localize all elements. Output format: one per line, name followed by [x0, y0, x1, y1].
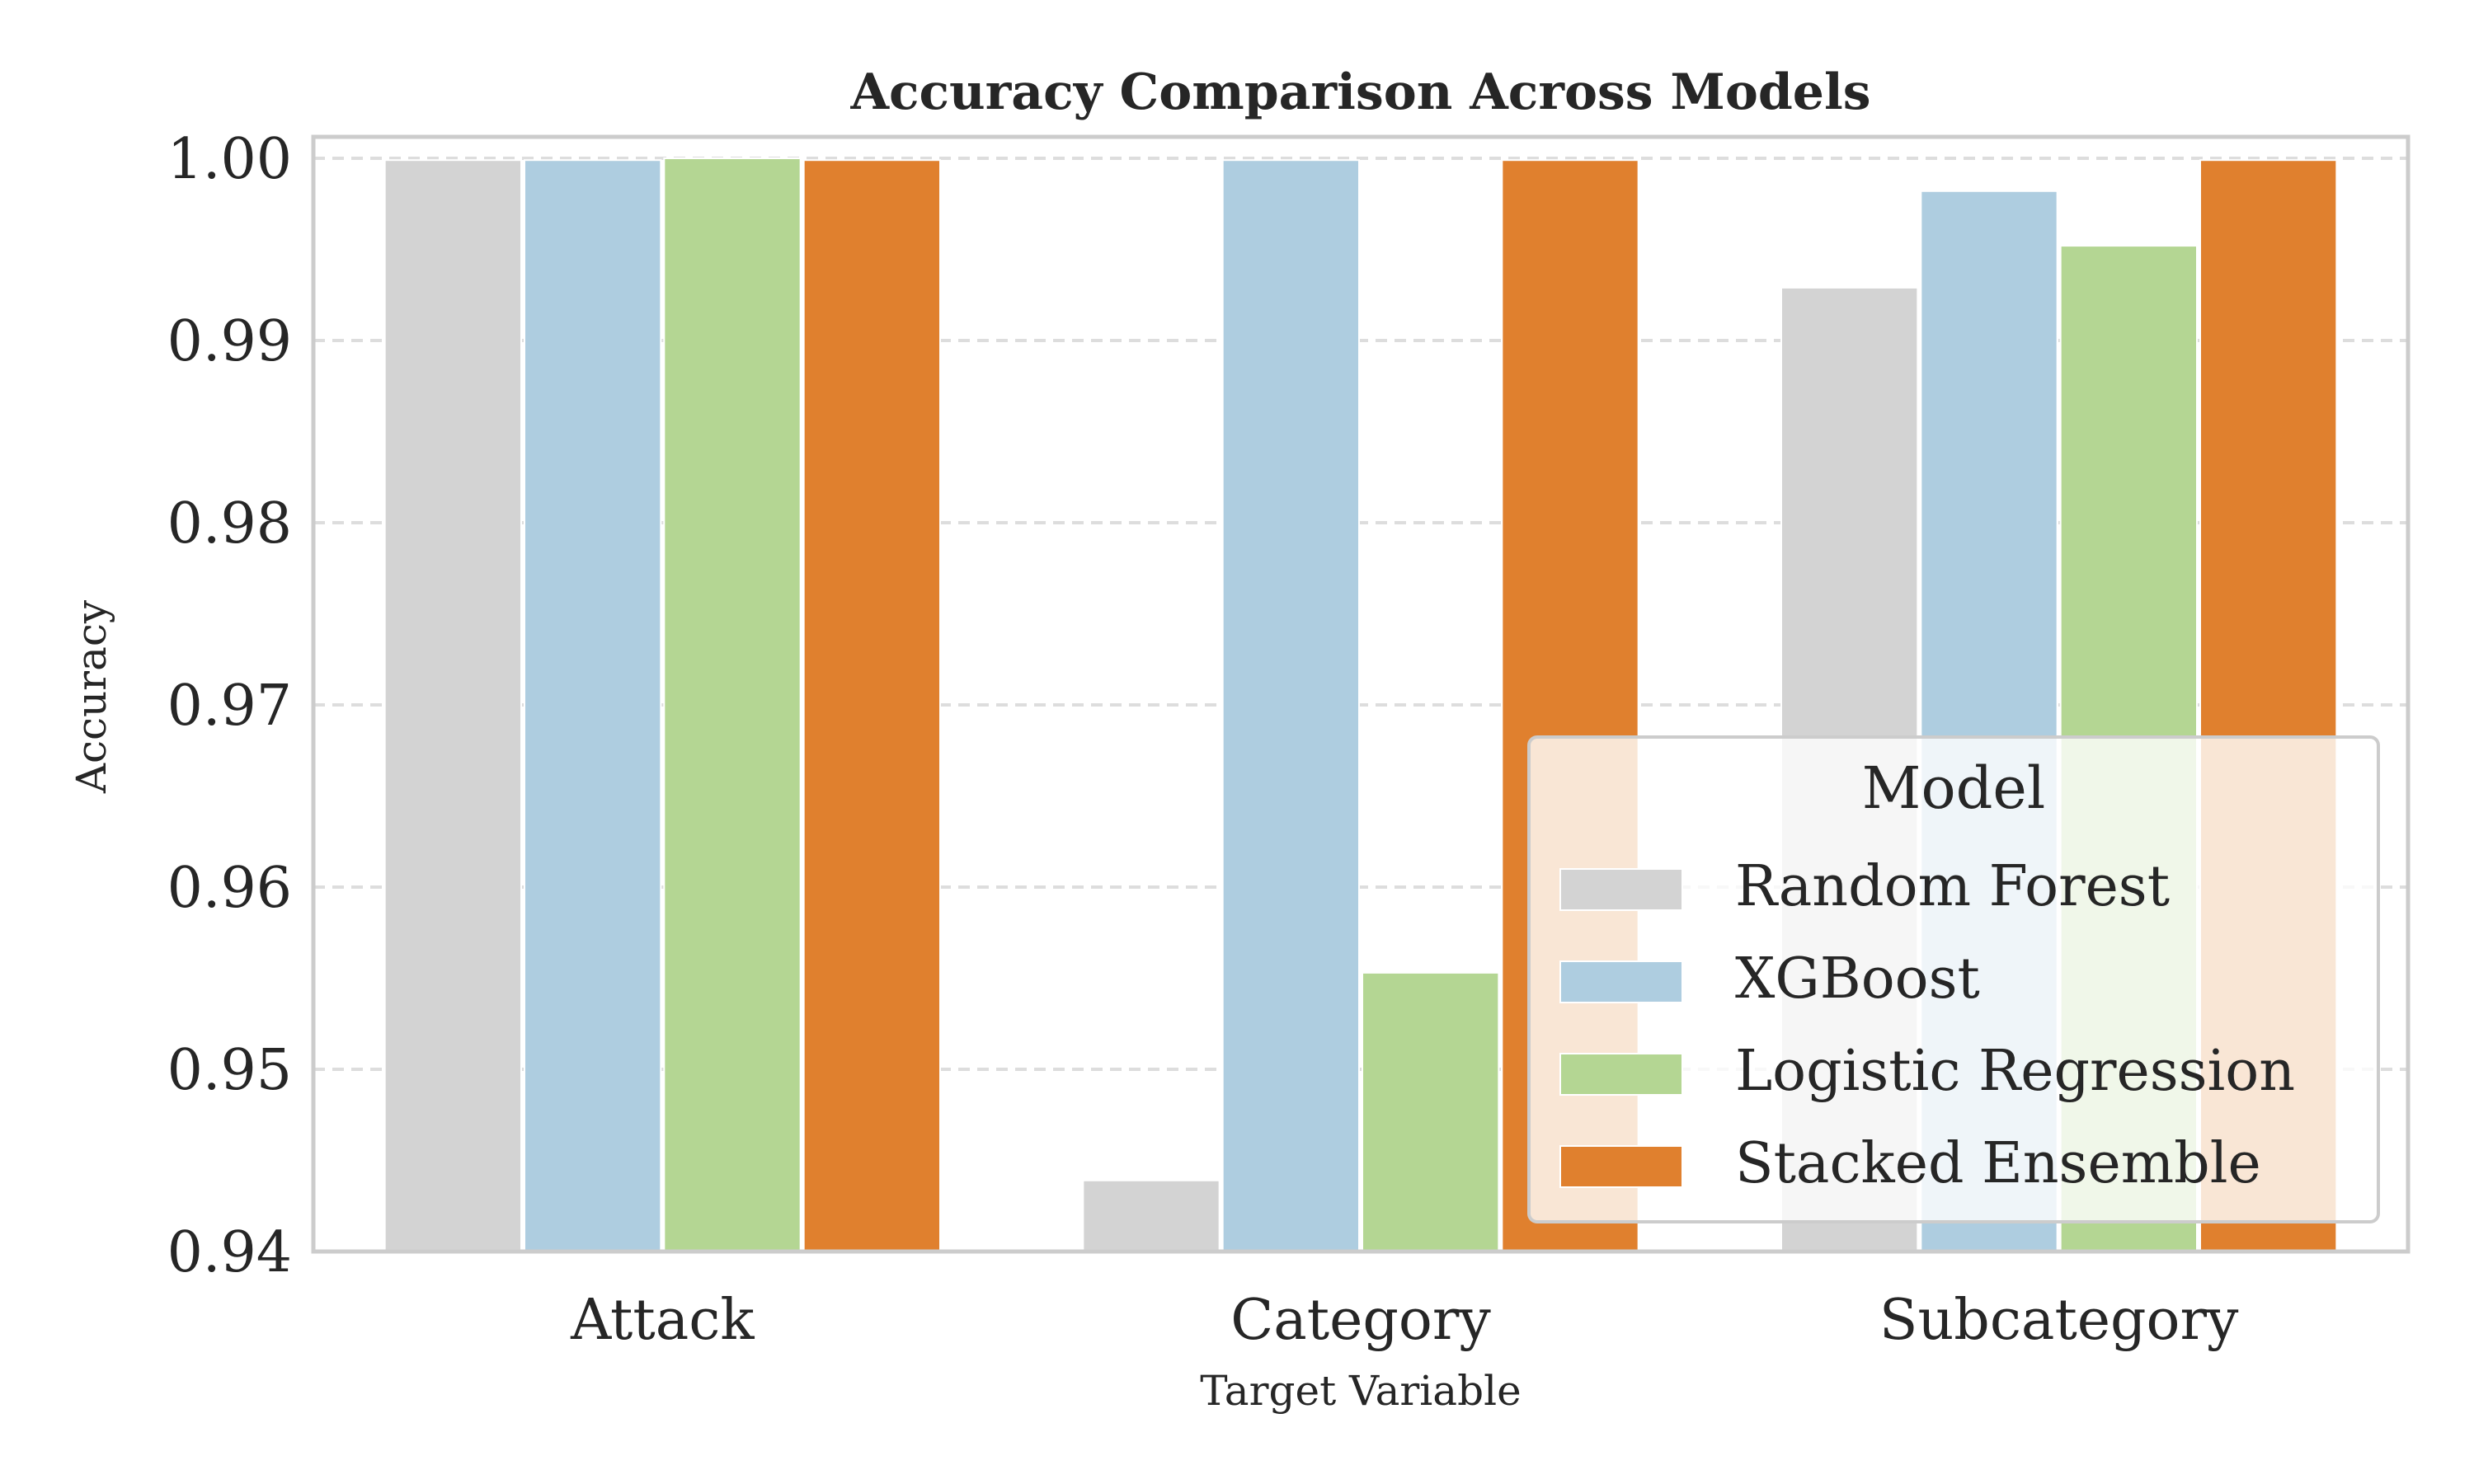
bar-random-forest-category: [1082, 1179, 1221, 1253]
legend-label: Random Forest: [1735, 854, 2170, 919]
legend: Model Random Forest XGBoost Logistic Regre…: [1527, 735, 2380, 1223]
legend-title: Model: [1862, 754, 2045, 822]
bar-xgboost-attack: [524, 159, 662, 1253]
legend-swatch: [1559, 868, 1683, 911]
bar-random-forest-attack: [383, 159, 522, 1253]
y-tick-labels: 0.94 0.95 0.96 0.97 0.98 0.99 1.00: [167, 127, 292, 1285]
x-tick-label: Category: [1230, 1288, 1491, 1353]
bar-logistic-regression-attack: [663, 157, 802, 1252]
legend-label: Stacked Ensemble: [1735, 1131, 2261, 1196]
x-tick-label: Attack: [570, 1288, 755, 1353]
legend-label: XGBoost: [1735, 946, 1980, 1012]
y-tick-label: 0.98: [167, 491, 292, 556]
legend-label: Logistic Regression: [1735, 1039, 2295, 1104]
legend-items: Random Forest XGBoost Logistic Regression S…: [1559, 854, 2295, 1196]
bar-logistic-regression-category: [1362, 971, 1500, 1252]
legend-swatch: [1559, 1053, 1683, 1096]
chart-title: Accuracy Comparison Across Models: [849, 63, 1870, 121]
y-tick-label: 0.95: [167, 1038, 292, 1103]
y-tick-label: 0.96: [167, 856, 292, 921]
bar-stacked-ensemble-attack: [802, 159, 942, 1253]
plot-frame: [311, 134, 2411, 1254]
legend-swatch: [1559, 960, 1683, 1003]
legend-swatch: [1559, 1145, 1683, 1188]
y-axis-label: Accuracy: [68, 599, 115, 794]
x-tick-label: Subcategory: [1879, 1288, 2239, 1353]
y-tick-label: 0.97: [167, 674, 292, 739]
legend-box: [1527, 735, 2380, 1223]
y-tick-label: 0.99: [167, 309, 292, 374]
bar-xgboost-category: [1221, 159, 1360, 1253]
y-tick-label: 0.94: [167, 1220, 292, 1285]
x-axis-label: Target Variable: [1200, 1367, 1521, 1415]
y-tick-label: 1.00: [167, 127, 292, 192]
x-tick-labels: Attack Category Subcategory: [570, 1288, 2239, 1353]
